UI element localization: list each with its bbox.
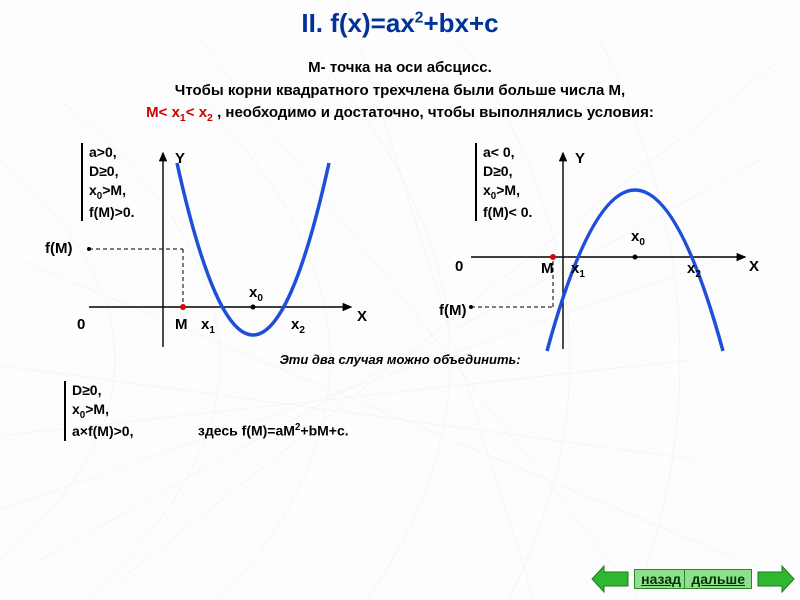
nav-next-button[interactable]: дальше xyxy=(684,564,796,594)
svg-text:X: X xyxy=(357,308,367,325)
chart-right: a< 0, D≥0, x0>M, f(M)< 0. xyxy=(425,137,765,372)
arrow-right-icon xyxy=(756,564,796,594)
svg-text:Y: Y xyxy=(575,150,585,167)
svg-text:х1: х1 xyxy=(571,260,585,280)
svg-text:М: М xyxy=(175,316,188,333)
svg-text:М: М xyxy=(541,260,554,277)
unify-conditions: D≥0, x0>M, a×f(M)>0, xyxy=(64,381,133,441)
intro-line1: М- точка на оси абсцисс. xyxy=(0,57,800,80)
conditions-left: a>0, D≥0, x0>M, f(M)>0. xyxy=(81,143,135,222)
intro-line2: Чтобы корни квадратного трехчлена были б… xyxy=(0,80,800,103)
svg-text:0: 0 xyxy=(77,316,85,333)
svg-text:Y: Y xyxy=(175,150,185,167)
nav-back-label: назад xyxy=(634,569,688,589)
svg-text:f(М): f(М) xyxy=(45,240,72,257)
chart-left: a>0, D≥0, x0>M, f(M)>0. xyxy=(35,137,375,372)
svg-text:х0: х0 xyxy=(631,228,645,248)
svg-text:х0: х0 xyxy=(249,284,263,304)
intro-line3: М< x1< x2 , необходимо и достаточно, что… xyxy=(0,102,800,127)
svg-text:0: 0 xyxy=(455,258,463,275)
nav-next-label: дальше xyxy=(684,569,752,589)
here-text: здесь f(М)=аM2+bМ+c. xyxy=(198,422,349,439)
intro-text: М- точка на оси абсцисс. Чтобы корни ква… xyxy=(0,57,800,127)
conditions-right: a< 0, D≥0, x0>M, f(M)< 0. xyxy=(475,143,532,222)
arrow-left-icon xyxy=(590,564,630,594)
nav-back-button[interactable]: назад xyxy=(590,564,688,594)
svg-text:х2: х2 xyxy=(291,316,305,336)
svg-text:х2: х2 xyxy=(687,260,701,280)
svg-text:х1: х1 xyxy=(201,316,215,336)
svg-text:f(М): f(М) xyxy=(439,302,466,319)
page-title: II. f(x)=ax2+bx+c xyxy=(0,0,800,39)
svg-text:X: X xyxy=(749,258,759,275)
